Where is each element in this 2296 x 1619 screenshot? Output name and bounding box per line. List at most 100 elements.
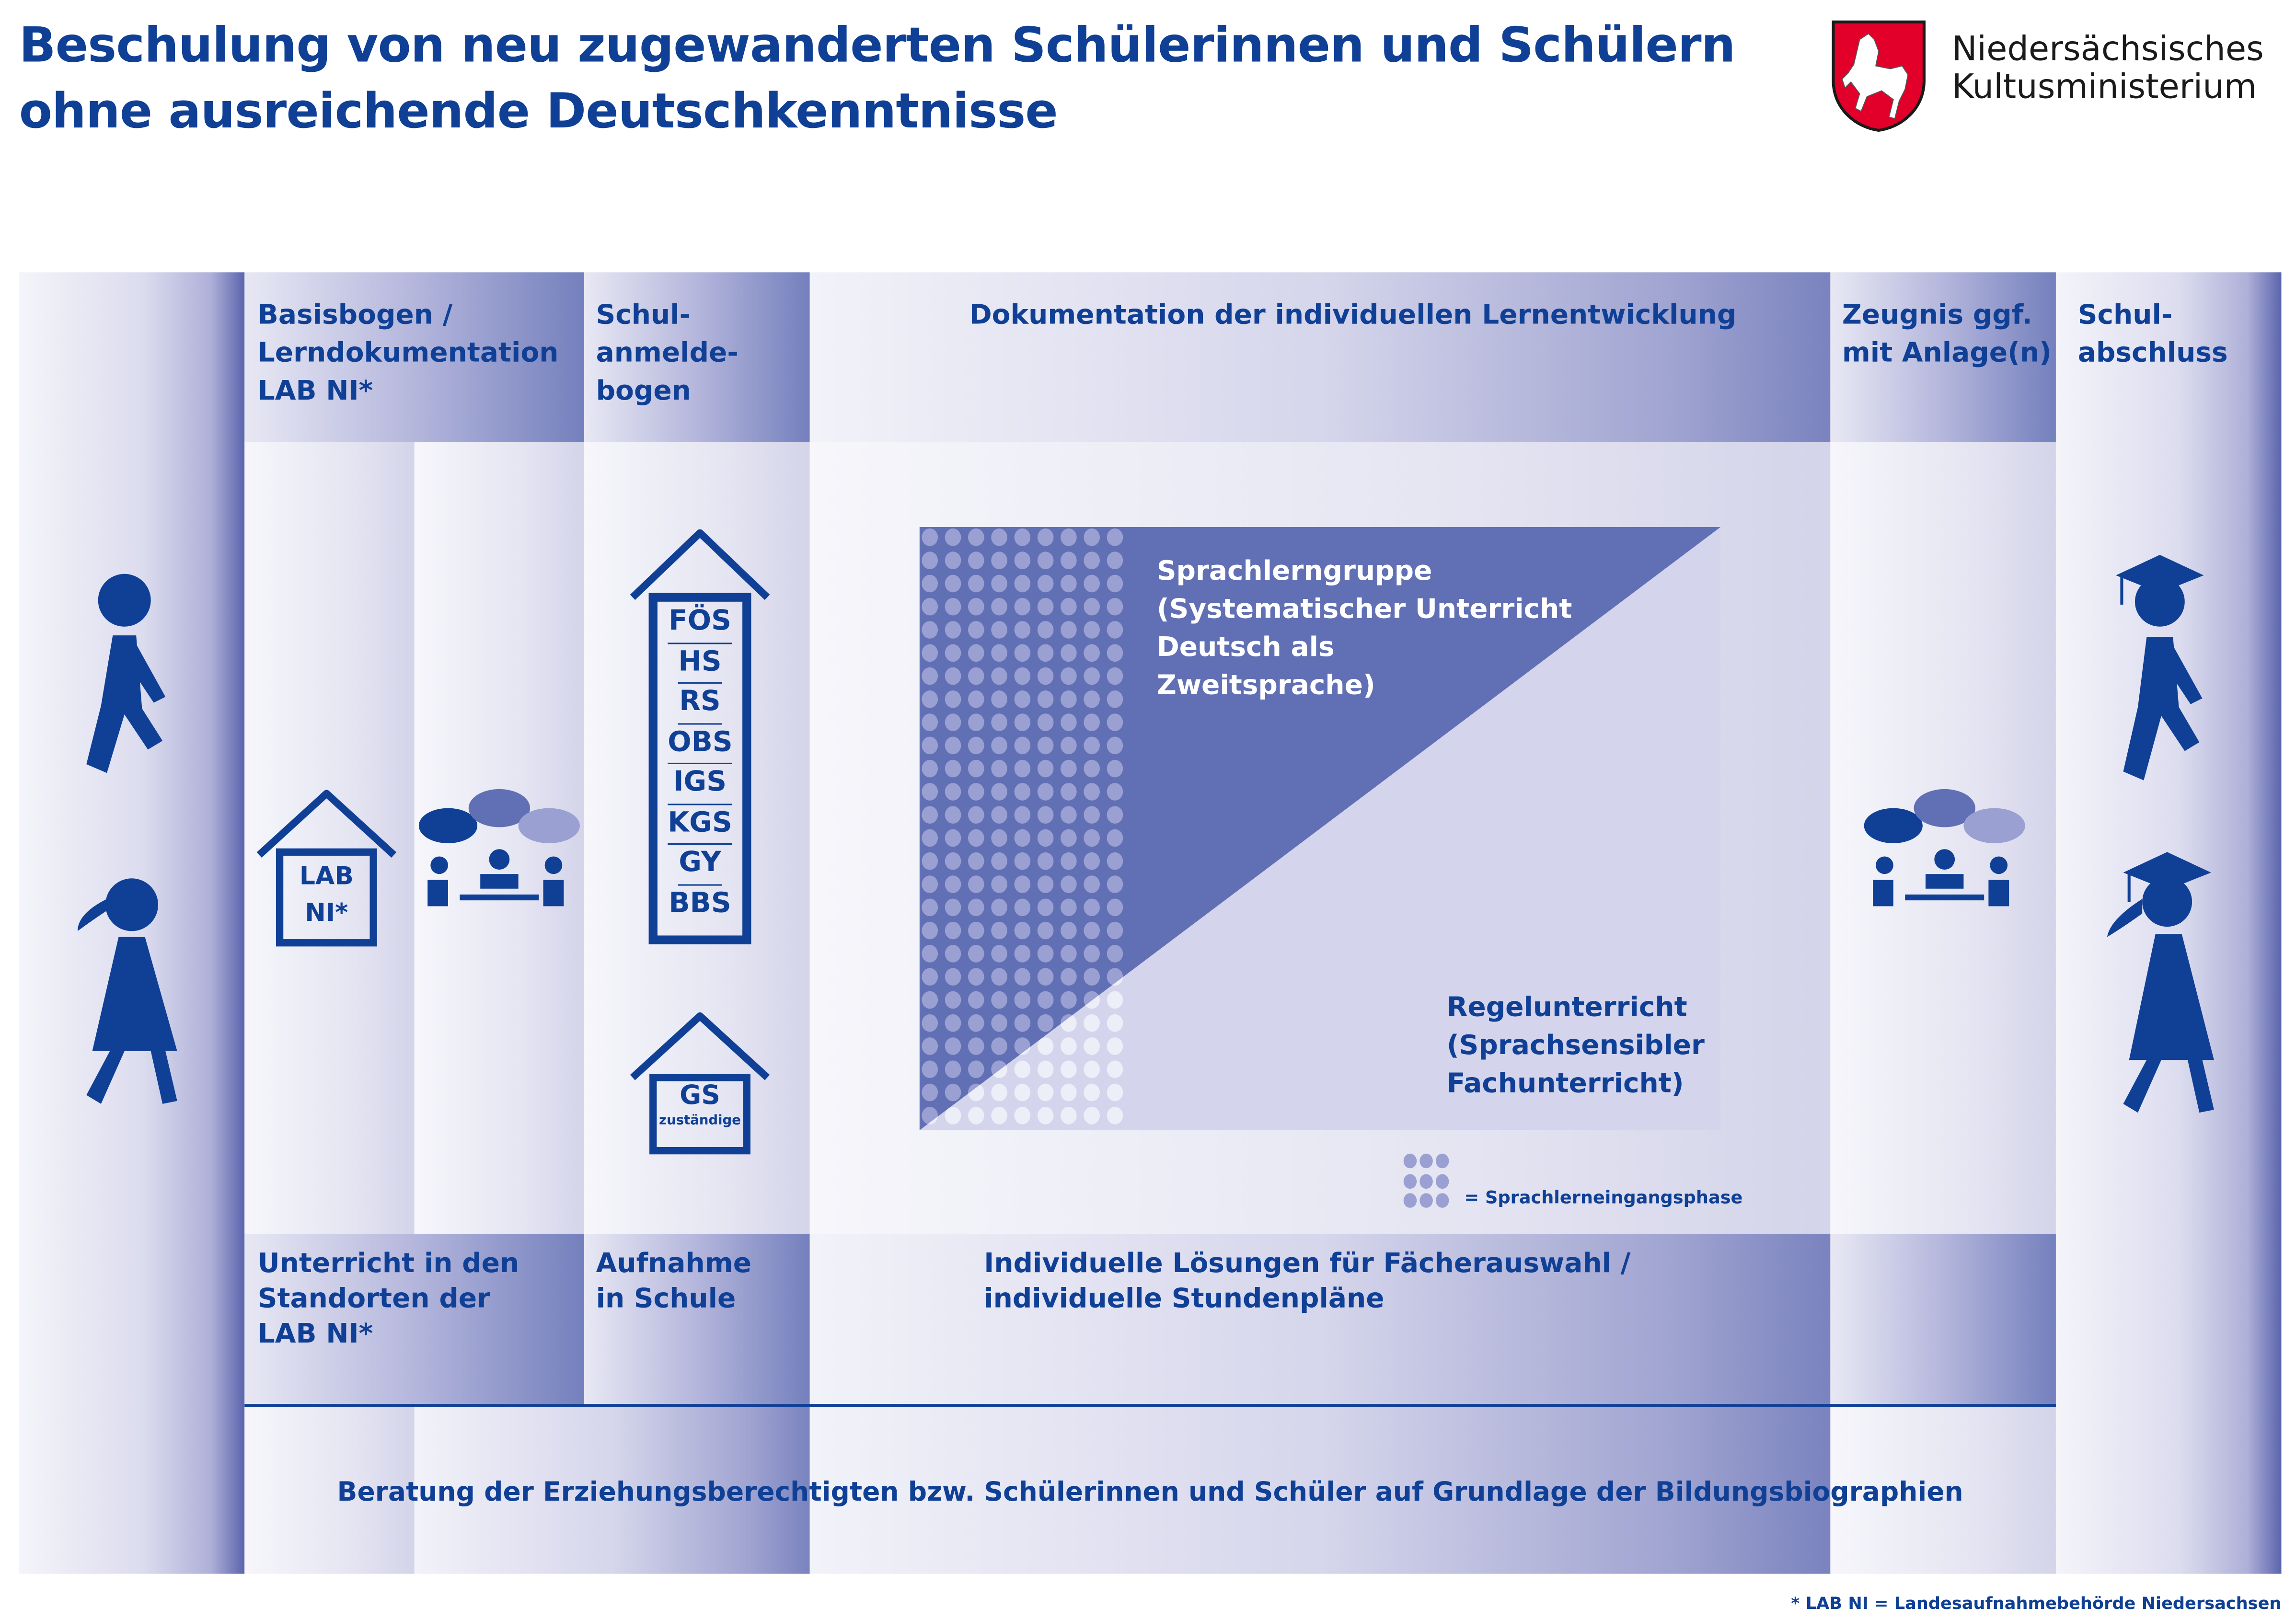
phase-dot (1084, 898, 1100, 917)
phase-dot (1084, 713, 1100, 731)
label-line: individuelle Stundenpläne (984, 1284, 1385, 1315)
phase-dot (922, 945, 938, 963)
legend-text: = Sprachlerneingangsphase (1464, 1187, 1743, 1208)
phase-dot (1061, 713, 1077, 731)
phase-dot (1084, 1083, 1100, 1102)
phase-dot (991, 736, 1007, 755)
phase-dot (1107, 597, 1123, 616)
phase-dot (1037, 1037, 1054, 1055)
phase-dot (1061, 875, 1077, 893)
label-line: LAB (299, 862, 354, 892)
header-cell (1830, 272, 2056, 442)
phase-dot (1014, 875, 1031, 893)
graduate-boy-icon (2116, 555, 2204, 781)
phase-dot (1014, 921, 1031, 940)
label-line: Zweitsprache) (1156, 670, 1375, 701)
phase-dot (991, 991, 1007, 1009)
label-line: Zeugnis ggf. (1842, 300, 2032, 331)
phase-dot (991, 574, 1007, 593)
phase-dot (1061, 667, 1077, 685)
phase-dot (945, 968, 961, 986)
walking-girl-icon (77, 878, 177, 1104)
label-line: Regelunterricht (1446, 992, 1687, 1023)
label-line: in Schule (596, 1284, 736, 1315)
phase-dot (1061, 528, 1077, 546)
phase-dot (1014, 829, 1031, 847)
phase-dot (991, 829, 1007, 847)
phase-dot (945, 875, 961, 893)
logo-line: Niedersächsisches (1951, 31, 2264, 69)
graduate-girl-icon (2107, 852, 2214, 1113)
phase-dot (1014, 574, 1031, 593)
phase-dot (1084, 528, 1100, 546)
regelunterricht-label: Regelunterricht (Sprachsensibler Fachunter… (1447, 990, 1705, 1104)
phase-dot (1061, 968, 1077, 986)
phase-dot (1037, 528, 1054, 546)
phase-dot (1014, 1060, 1031, 1079)
phase-dot (968, 713, 984, 731)
lab-house-icon (256, 790, 397, 947)
phase-dot (1107, 829, 1123, 847)
phase-dot (1014, 968, 1031, 986)
phase-dot (968, 1037, 984, 1055)
lower-cell (584, 1234, 810, 1406)
label-line: LAB NI* (257, 376, 373, 407)
phase-dot (1014, 713, 1031, 731)
footnote: * LAB NI = Landesaufnahmebehörde Nieders… (1791, 1593, 2282, 1614)
phase-dot (945, 806, 961, 824)
phase-dot (991, 759, 1007, 778)
phase-dot (1107, 921, 1123, 940)
school-type-igs: IGS (668, 764, 732, 804)
middle-cell (584, 442, 810, 1234)
phase-dot (1107, 1060, 1123, 1079)
discussion-group-icon (418, 789, 580, 907)
phase-dot (1061, 829, 1077, 847)
phase-dot (1107, 945, 1123, 963)
header-zeugnis: Zeugnis ggf. mit Anlage(n) (1842, 297, 2052, 373)
phase-dot (1014, 1106, 1031, 1125)
phase-dot (968, 528, 984, 546)
phase-dot (1037, 1060, 1054, 1079)
phase-dot (991, 690, 1007, 708)
phase-dot (968, 898, 984, 917)
header-cell (244, 272, 585, 442)
phase-dot (1107, 852, 1123, 870)
niedersachsen-shield-icon (1832, 20, 1926, 132)
label-line: Deutsch als (1156, 632, 1335, 664)
phase-dot (945, 528, 961, 546)
phase-dot (968, 921, 984, 940)
phase-dot (1037, 806, 1054, 824)
phase-dot (968, 1060, 984, 1079)
phase-dot (1014, 1083, 1031, 1102)
phase-dot (1061, 1060, 1077, 1079)
phase-dot (1037, 597, 1054, 616)
phase-dot (922, 690, 938, 708)
phase-dot (1061, 921, 1077, 940)
phase-dot (1084, 667, 1100, 685)
label-line: (Systematischer Unterricht (1156, 594, 1572, 625)
bottom-cell (1830, 1405, 2056, 1574)
phase-dot (922, 597, 938, 616)
phase-dot (1061, 806, 1077, 824)
phase-dot (945, 690, 961, 708)
phase-dot (991, 783, 1007, 801)
phase-dot (991, 921, 1007, 940)
header-cell (809, 272, 1831, 442)
dots-legend-icon (1403, 1153, 1449, 1208)
phase-dot (968, 829, 984, 847)
phase-dot (922, 829, 938, 847)
phase-dot (1014, 667, 1031, 685)
phase-dot (1107, 898, 1123, 917)
phase-dot (1084, 806, 1100, 824)
phase-dot (968, 551, 984, 569)
phase-dot (1037, 1106, 1054, 1125)
phase-dot (922, 806, 938, 824)
phase-dot (945, 1037, 961, 1055)
phase-dot (991, 968, 1007, 986)
phase-dot (945, 713, 961, 731)
title-line: ohne ausreichende Deutschkenntnisse (19, 82, 1058, 139)
phase-dot (1037, 875, 1054, 893)
phase-dot (945, 621, 961, 639)
phase-dot (922, 968, 938, 986)
phase-dot (991, 667, 1007, 685)
